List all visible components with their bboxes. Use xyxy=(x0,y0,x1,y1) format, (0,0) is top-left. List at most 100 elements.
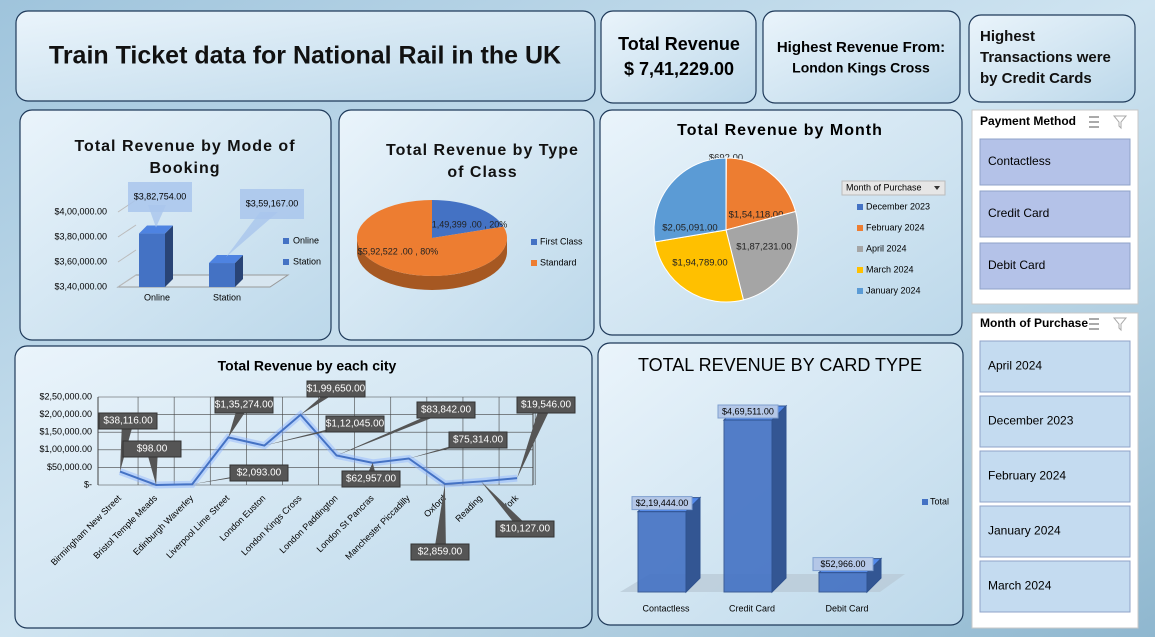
legend-swatch xyxy=(857,288,863,294)
data-label: $1,94,789.00 xyxy=(672,258,727,269)
slicer-item[interactable] xyxy=(979,242,1131,290)
legend-title-box xyxy=(841,180,946,196)
callout xyxy=(146,449,158,485)
bar xyxy=(209,263,235,287)
legend-swatch xyxy=(283,238,289,244)
y-tick-label: $1,50,000.00 xyxy=(39,427,92,437)
legend-label: March 2024 xyxy=(866,264,914,274)
data-label: $4,69,511.00 xyxy=(722,406,774,416)
slicer-item-label: March 2024 xyxy=(988,579,1052,593)
data-label-box xyxy=(410,543,470,561)
legend-swatch xyxy=(283,259,289,265)
data-label: $38,116.00 xyxy=(103,416,153,427)
bar-side xyxy=(165,225,173,287)
bar xyxy=(818,572,868,593)
data-label-box xyxy=(448,431,508,449)
data-label-box xyxy=(812,557,874,572)
legend-label: Station xyxy=(293,256,321,266)
slicer-item[interactable] xyxy=(979,340,1131,393)
slicer-title: Payment Method xyxy=(980,114,1076,128)
data-label: $62,957.00 xyxy=(346,474,396,485)
grid-line xyxy=(117,249,137,263)
legend-swatch xyxy=(531,239,537,245)
pie-depth xyxy=(357,238,507,290)
data-label-box xyxy=(416,401,476,419)
slicer-item[interactable] xyxy=(979,560,1131,613)
legend-label: Online xyxy=(293,235,319,245)
data-label: $1,87,231.00 xyxy=(736,242,791,253)
clear-filter-icon[interactable] xyxy=(1112,115,1128,130)
data-label-box xyxy=(495,520,555,538)
dropdown-arrow[interactable] xyxy=(934,186,940,190)
slicer-item-label: December 2023 xyxy=(988,414,1074,428)
pie-slice xyxy=(654,229,745,303)
x-tick-label: Credit Card xyxy=(729,603,775,613)
grid-line xyxy=(117,274,137,288)
legend-label: April 2024 xyxy=(866,243,907,253)
slicer-item[interactable] xyxy=(979,450,1131,503)
data-label-box xyxy=(717,404,779,419)
multi-select-icon[interactable] xyxy=(1089,318,1099,330)
legend-label: Total xyxy=(930,496,949,506)
kpi-label: Total Revenue xyxy=(618,34,740,54)
clear-filter-icon[interactable] xyxy=(1112,317,1128,332)
slicer-item[interactable] xyxy=(979,505,1131,558)
data-label: $1,49,399 .00 , 20% xyxy=(427,219,508,229)
data-label: $5,92,522 .00 , 80% xyxy=(358,246,439,256)
chart-title: Total Revenue by Type of Class xyxy=(386,142,579,181)
data-label-box xyxy=(229,464,289,482)
title-box xyxy=(15,10,596,102)
grid-line xyxy=(117,224,137,238)
data-label: $2,859.00 xyxy=(418,547,463,558)
data-label: $3,59,167.00 xyxy=(246,198,299,208)
slicer-item-label: February 2024 xyxy=(988,469,1066,483)
callout xyxy=(481,481,531,529)
slicer-item[interactable] xyxy=(979,138,1131,186)
legend-label: January 2024 xyxy=(866,285,921,295)
callout xyxy=(264,424,361,446)
slicer-item-label: January 2024 xyxy=(988,524,1061,538)
kpi-value: London Kings Cross xyxy=(792,60,930,76)
data-label-box xyxy=(128,182,192,212)
bar-side xyxy=(235,255,243,287)
data-label-box xyxy=(325,415,385,433)
multi-select-icon[interactable] xyxy=(1089,116,1099,128)
bar-top xyxy=(139,225,173,234)
legend-label: December 2023 xyxy=(866,201,930,211)
kpi-text-wrap: Highest Transactions were by Credit Card… xyxy=(980,28,1111,87)
callout xyxy=(336,410,452,456)
slicer-item[interactable] xyxy=(979,395,1131,448)
callout xyxy=(517,405,552,479)
y-tick-label: $50,000.00 xyxy=(47,462,92,472)
legend-swatch xyxy=(857,225,863,231)
x-tick-label: Online xyxy=(144,292,170,302)
data-label: $1,12,045.00 xyxy=(326,419,385,430)
bar-side xyxy=(685,496,701,594)
kpi-label: Highest Transactions were by Credit Card… xyxy=(980,28,1111,87)
legend-label: Standard xyxy=(540,257,577,267)
data-label: $75,314.00 xyxy=(453,435,503,446)
callout xyxy=(408,440,484,459)
pie-slice xyxy=(725,157,797,231)
data-label-box xyxy=(516,396,576,414)
data-label-box xyxy=(631,496,693,511)
data-label: $2,05,091.00 xyxy=(662,223,717,234)
y-tick-label: $1,00,000.00 xyxy=(39,444,92,454)
chart-title: Total Revenue by each city xyxy=(218,358,397,374)
slicer-item[interactable] xyxy=(979,190,1131,238)
data-label-box xyxy=(122,440,182,458)
line xyxy=(119,413,518,486)
y-tick-label: $3,80,000.00 xyxy=(54,231,107,241)
x-tick-label: Debit Card xyxy=(825,603,868,613)
legend-swatch xyxy=(531,260,537,266)
title-wrap: Total Revenue by Type of Class xyxy=(386,142,579,181)
legend-swatch xyxy=(857,204,863,210)
title-wrap: Total Revenue by Mode of Booking xyxy=(74,138,296,177)
data-label-box xyxy=(341,470,401,488)
chart-title: Total Revenue by Mode of Booking xyxy=(74,138,296,177)
bar xyxy=(637,511,687,593)
x-tick-label: Station xyxy=(213,292,241,302)
chart-title: Total Revenue by Month xyxy=(677,122,883,139)
legend-label: First Class xyxy=(540,236,583,246)
